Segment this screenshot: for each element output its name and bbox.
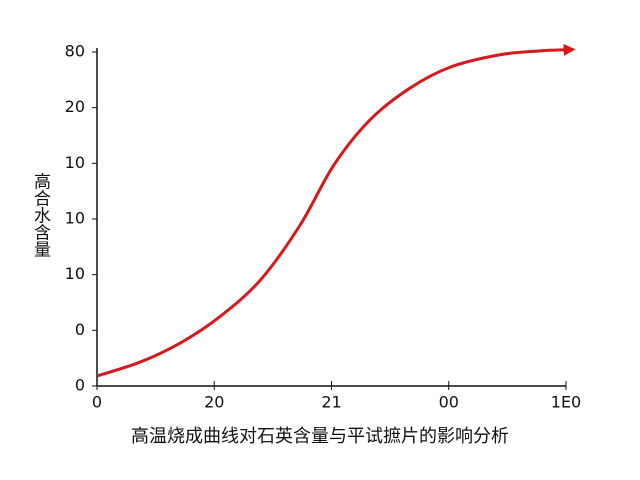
x-tick-label: 20 — [204, 393, 224, 412]
x-axis-title: 高温烧成曲线对石英含量与平试摭片的影响分析 — [131, 426, 509, 447]
y-tick-label: 10 — [65, 209, 85, 228]
x-tick-label: 1E0 — [551, 393, 581, 412]
line-series — [96, 43, 576, 378]
y-tick-label: 0 — [75, 320, 85, 339]
x-tick-label: 0 — [92, 393, 102, 412]
y-axis-title: 高合水含量 — [30, 172, 51, 257]
x-tick-label: 21 — [321, 393, 341, 412]
y-tick-label: 20 — [65, 97, 85, 116]
x-tick-label: 00 — [439, 393, 459, 412]
y-tick-label: 80 — [65, 42, 85, 61]
y-tick-label: 10 — [65, 264, 85, 283]
y-tick-label: 0 — [75, 376, 85, 395]
y-tick-label: 10 — [65, 153, 85, 172]
